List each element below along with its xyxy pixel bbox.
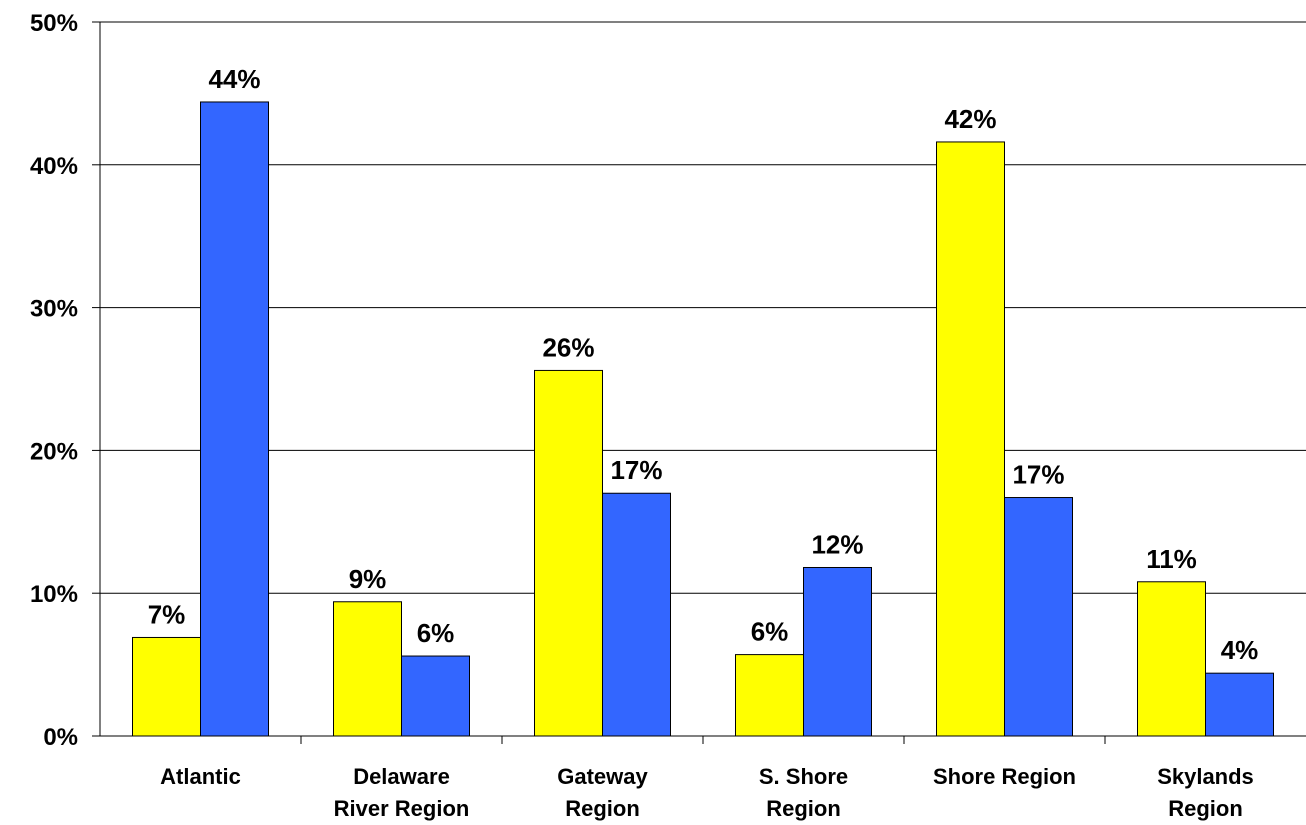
x-category-label: Gateway [557,764,648,789]
data-label: 4% [1221,635,1259,665]
bar-series-2 [401,655,470,737]
data-label: 44% [208,64,260,94]
data-label: 42% [944,104,996,134]
x-axis-category-labels: Atlantic Delaware River Region Gateway Regio… [160,764,1254,821]
data-label: 17% [1012,460,1064,490]
y-tick-label: 30% [30,296,78,323]
bars [132,101,1274,737]
bar-series-2 [1205,672,1274,737]
data-label: 17% [610,455,662,485]
x-category-label: Region [1168,796,1243,821]
x-category-label: Skylands [1157,764,1254,789]
data-label: 11% [1146,544,1197,574]
gridlines [100,21,1306,594]
data-label: 6% [751,617,789,647]
x-category-label: Region [565,796,640,821]
x-category-label: Region [766,796,841,821]
x-category-label: Delaware [353,764,450,789]
data-label: 9% [349,564,387,594]
data-label: 26% [542,332,594,362]
x-category-label: S. Shore [759,764,848,789]
bar-series-2 [1004,497,1073,737]
bar-series-2 [803,566,872,737]
x-category-label: Atlantic [160,764,241,789]
bar-series-1 [735,654,804,737]
x-category-label: Shore Region [933,764,1076,789]
y-axis-tick-labels: 0% 10% 20% 30% 40% 50% [30,10,78,751]
y-tick-label: 20% [30,438,78,465]
x-category-label: River Region [334,796,470,821]
y-tick-label: 40% [30,153,78,180]
y-tick-label: 10% [30,581,78,608]
y-tick-label: 0% [43,724,78,751]
axes [92,21,1306,744]
data-label: 7% [148,599,186,629]
bar-series-1 [132,636,201,737]
data-label: 6% [417,618,455,648]
bar-series-1 [936,141,1005,737]
bar-series-2 [602,492,671,737]
data-label: 12% [811,529,863,559]
bar-series-1 [1137,581,1206,737]
bar-series-1 [333,601,402,737]
y-tick-label: 50% [30,10,78,37]
data-labels: 7% 44% 9% 6% 26% 17% 6% 12% 42% 17% 11% 4% [148,64,1259,665]
bar-series-1 [534,369,603,737]
bar-series-2 [200,101,269,737]
